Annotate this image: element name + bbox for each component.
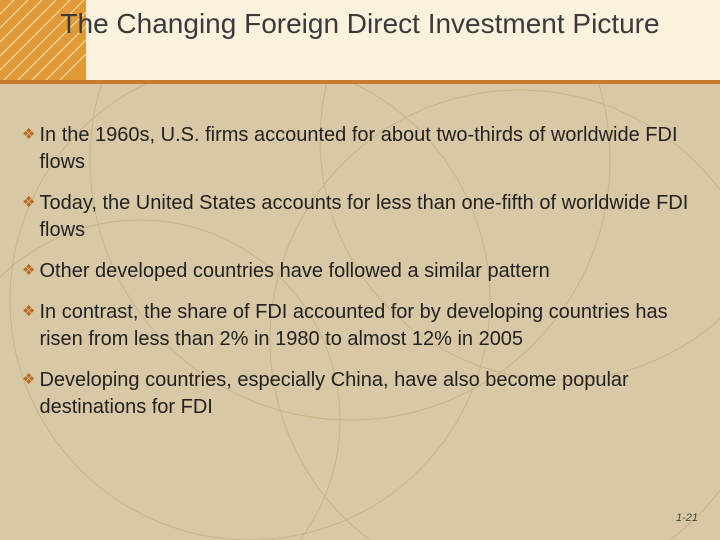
bullet-text: Other developed countries have followed … — [39, 258, 549, 285]
bullet-item: ❖In contrast, the share of FDI accounted… — [22, 299, 692, 353]
diamond-bullet-icon: ❖ — [22, 191, 35, 215]
page-number: 1-21 — [676, 512, 698, 524]
bullet-text: Today, the United States accounts for le… — [39, 190, 692, 244]
bullet-text: In contrast, the share of FDI accounted … — [39, 299, 692, 353]
diamond-bullet-icon: ❖ — [22, 368, 35, 392]
diamond-bullet-icon: ❖ — [22, 259, 35, 283]
bullet-item: ❖In the 1960s, U.S. firms accounted for … — [22, 122, 692, 176]
content-area: ❖In the 1960s, U.S. firms accounted for … — [0, 84, 720, 421]
slide-title: The Changing Foreign Direct Investment P… — [0, 6, 720, 41]
bullet-item: ❖Developing countries, especially China,… — [22, 367, 692, 421]
diamond-bullet-icon: ❖ — [22, 123, 35, 147]
bullet-item: ❖Today, the United States accounts for l… — [22, 190, 692, 244]
diamond-bullet-icon: ❖ — [22, 300, 35, 324]
bullet-text: In the 1960s, U.S. firms accounted for a… — [39, 122, 692, 176]
bullet-item: ❖Other developed countries have followed… — [22, 258, 692, 285]
bullet-text: Developing countries, especially China, … — [39, 367, 692, 421]
